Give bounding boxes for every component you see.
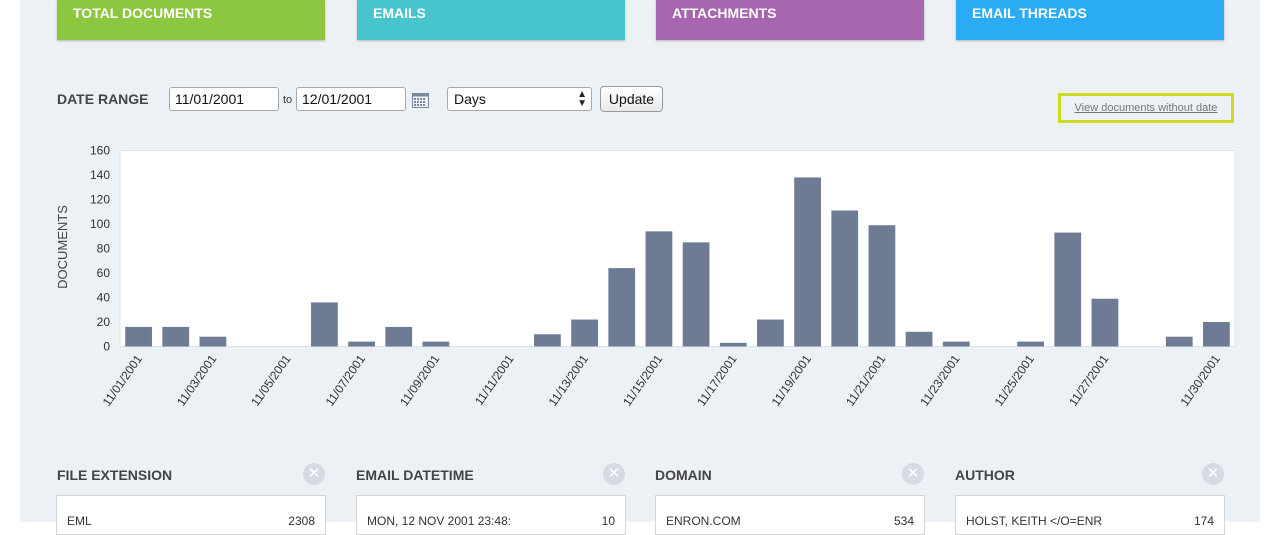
bar-11/03/2001[interactable]: [199, 336, 227, 347]
item-label: MON, 12 NOV 2001 23:48:: [367, 514, 512, 528]
x-tick-label: 11/11/2001: [472, 352, 517, 408]
item-count: 2308: [288, 514, 315, 528]
x-tick-label: 11/01/2001: [100, 352, 146, 409]
facet-title-email-datetime: EMAIL DATETIME: [356, 467, 474, 483]
bar-11/20/2001[interactable]: [831, 210, 859, 347]
view-documents-without-date-link[interactable]: View documents without date: [1058, 93, 1234, 123]
close-icon[interactable]: ✕: [1202, 463, 1224, 485]
date-range-label: DATE RANGE: [57, 91, 149, 107]
bar-11/26/2001[interactable]: [1054, 232, 1082, 347]
close-icon[interactable]: ✕: [603, 463, 625, 485]
bar-11/30/2001[interactable]: [1203, 322, 1230, 347]
to-label: to: [283, 94, 293, 106]
bar-11/27/2001[interactable]: [1091, 298, 1119, 347]
plot-area: [119, 150, 1236, 347]
close-icon[interactable]: ✕: [902, 463, 924, 485]
list-item[interactable]: MON, 12 NOV 2001 23:48: 10: [367, 514, 615, 528]
x-tick-label: 11/25/2001: [992, 352, 1038, 409]
y-tick-label: 80: [97, 242, 111, 256]
x-tick-label: 11/03/2001: [174, 352, 220, 409]
facet-title-domain: DOMAIN: [655, 467, 712, 483]
card-label: TOTAL DOCUMENTS: [73, 5, 213, 21]
item-count: 174: [1193, 514, 1214, 528]
y-tick-label: 140: [90, 168, 110, 182]
card-email-threads[interactable]: EMAIL THREADS: [956, 0, 1224, 40]
bar-11/08/2001[interactable]: [385, 326, 413, 347]
facet-list-email-datetime: MON, 12 NOV 2001 23:48: 10: [356, 495, 626, 535]
bar-11/18/2001[interactable]: [757, 319, 784, 347]
x-tick-label: 11/09/2001: [397, 352, 443, 409]
bar-11/06/2001[interactable]: [311, 302, 338, 347]
bar-11/29/2001[interactable]: [1165, 336, 1193, 347]
list-item[interactable]: EML 2308: [67, 514, 315, 528]
list-item[interactable]: ENRON.COM 534: [666, 514, 914, 528]
x-tick-label: 11/27/2001: [1066, 352, 1112, 409]
bar-11/15/2001[interactable]: [645, 231, 673, 347]
bar-11/07/2001[interactable]: [348, 341, 375, 347]
card-label: EMAIL THREADS: [972, 5, 1087, 21]
y-tick-label: 160: [90, 144, 110, 158]
card-total-documents[interactable]: TOTAL DOCUMENTS: [57, 0, 325, 40]
card-label: EMAILS: [373, 5, 426, 21]
calendar-icon[interactable]: [412, 92, 429, 113]
card-label: ATTACHMENTS: [672, 5, 777, 21]
x-tick-label: 11/07/2001: [323, 352, 369, 409]
y-tick-label: 100: [90, 217, 110, 231]
date-to-input[interactable]: [296, 87, 406, 111]
list-item[interactable]: HOLST, KEITH </O=ENR 174: [966, 514, 1214, 528]
bar-11/21/2001[interactable]: [868, 225, 896, 347]
x-tick-label: 11/30/2001: [1177, 352, 1223, 409]
facet-list-file-extension: EML 2308: [56, 495, 326, 535]
y-tick-label: 40: [97, 291, 111, 305]
item-label: EML: [67, 514, 92, 528]
x-tick-label: 11/15/2001: [620, 352, 666, 409]
card-emails[interactable]: EMAILS: [357, 0, 625, 40]
bar-11/13/2001[interactable]: [571, 319, 598, 347]
bar-11/17/2001[interactable]: [719, 342, 747, 347]
bar-11/01/2001[interactable]: [125, 326, 152, 347]
item-count: 534: [893, 514, 914, 528]
facet-list-domain: ENRON.COM 534: [655, 495, 925, 535]
interval-select[interactable]: Days ▲ ▼: [447, 87, 592, 111]
x-tick-label: 11/05/2001: [248, 352, 294, 409]
y-tick-label: 0: [103, 340, 110, 354]
date-from-input[interactable]: [169, 87, 279, 111]
facet-list-author: HOLST, KEITH </O=ENR 174: [955, 495, 1225, 535]
x-tick-label: 11/19/2001: [769, 352, 815, 409]
x-tick-label: 11/17/2001: [694, 352, 740, 409]
bar-11/22/2001[interactable]: [905, 331, 933, 347]
card-attachments[interactable]: ATTACHMENTS: [656, 0, 924, 40]
x-tick-label: 11/13/2001: [546, 352, 592, 409]
close-icon[interactable]: ✕: [303, 463, 325, 485]
bar-11/16/2001[interactable]: [682, 242, 710, 347]
item-count: 10: [601, 514, 615, 528]
facet-title-author: AUTHOR: [955, 467, 1015, 483]
bar-11/25/2001[interactable]: [1017, 341, 1044, 347]
interval-value: Days: [454, 91, 486, 107]
y-tick-label: 60: [97, 266, 111, 280]
bar-11/23/2001[interactable]: [942, 341, 970, 347]
update-button[interactable]: Update: [600, 86, 663, 112]
bar-11/14/2001[interactable]: [608, 268, 636, 347]
bar-11/09/2001[interactable]: [422, 341, 450, 347]
y-tick-label: 20: [97, 315, 111, 329]
x-tick-label: 11/21/2001: [843, 352, 889, 409]
item-label: ENRON.COM: [666, 514, 741, 528]
bar-11/02/2001[interactable]: [162, 326, 190, 347]
bar-11/12/2001[interactable]: [534, 334, 561, 347]
bar-11/19/2001[interactable]: [794, 177, 821, 347]
y-axis-label: DOCUMENTS: [55, 205, 70, 289]
dropdown-arrow-icon: ▲ ▼: [577, 89, 587, 109]
item-label: HOLST, KEITH </O=ENR: [966, 514, 1103, 528]
y-tick-label: 120: [90, 193, 110, 207]
x-tick-label: 11/23/2001: [917, 352, 963, 409]
documents-bar-chart: DOCUMENTS 0 20 40 60 80 100 120 140 160 11/01/20…: [55, 144, 1236, 409]
facet-title-file-extension: FILE EXTENSION: [57, 467, 173, 483]
